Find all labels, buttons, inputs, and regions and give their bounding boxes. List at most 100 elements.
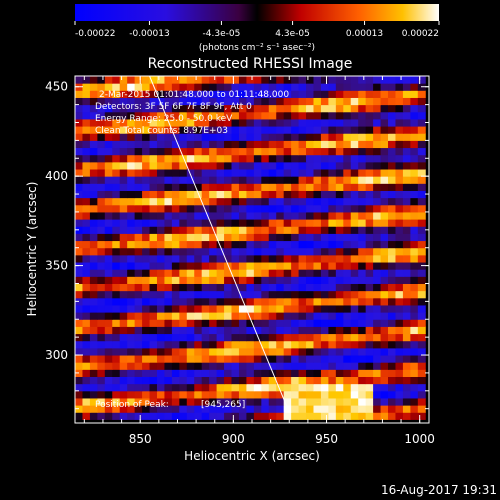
heatmap-cell (358, 219, 367, 227)
heatmap-cell (231, 226, 240, 234)
heatmap-cell (75, 290, 83, 299)
heatmap-cell (253, 154, 262, 163)
heatmap-cell (238, 340, 247, 349)
heatmap-cell (313, 397, 322, 406)
heatmap-cell (171, 290, 180, 299)
heatmap-cell (89, 276, 98, 284)
heatmap-cell (417, 297, 426, 306)
heatmap-cell (261, 276, 270, 284)
heatmap-cell (343, 376, 352, 385)
heatmap-cell (350, 211, 359, 220)
heatmap-cell (82, 161, 91, 170)
heatmap-cell (149, 111, 158, 120)
heatmap-cell (89, 133, 98, 141)
heatmap-cell (149, 333, 158, 342)
heatmap-cell (313, 204, 322, 213)
heatmap-cell (388, 304, 396, 313)
heatmap-cell (395, 240, 404, 249)
heatmap-cell (112, 104, 121, 113)
heatmap-cell (246, 355, 255, 363)
heatmap-cell (156, 333, 165, 342)
heatmap-cell (306, 147, 314, 156)
heatmap-cell (402, 133, 411, 141)
heatmap-cell (112, 176, 121, 184)
heatmap-cell (298, 276, 307, 284)
heatmap-cell (179, 283, 188, 292)
heatmap-cell (306, 376, 314, 385)
heatmap-cell (186, 190, 195, 199)
heatmap-cell (179, 104, 188, 113)
heatmap-cell (75, 383, 83, 392)
heatmap-cell (335, 76, 344, 84)
heatmap-cell (402, 240, 411, 249)
heatmap-cell (119, 276, 128, 284)
heatmap-cell (201, 390, 210, 399)
heatmap-cell (298, 262, 307, 270)
heatmap-cell (142, 369, 151, 377)
heatmap-cell (194, 297, 203, 306)
heatmap-cell (209, 326, 218, 335)
heatmap-cell (395, 405, 404, 413)
heatmap-cell (186, 269, 195, 277)
heatmap-cell (350, 190, 359, 199)
heatmap-cell (171, 269, 180, 277)
heatmap-cell (201, 219, 210, 227)
heatmap-cell (283, 412, 292, 420)
heatmap-cell (104, 183, 113, 191)
heatmap-cell (164, 412, 173, 420)
heatmap-cell (253, 326, 262, 335)
heatmap-cell (291, 126, 300, 134)
heatmap-cell (343, 412, 352, 420)
heatmap-cell (343, 76, 352, 84)
heatmap-cell (283, 355, 292, 363)
heatmap-cell (231, 254, 240, 263)
heatmap-cell (306, 197, 314, 206)
heatmap-cell (134, 383, 143, 392)
heatmap-cell (179, 111, 188, 120)
heatmap-cell (156, 147, 165, 156)
heatmap-cell (246, 412, 255, 420)
heatmap-cell (142, 347, 151, 356)
heatmap-cell (134, 83, 143, 91)
heatmap-cell (119, 204, 128, 213)
heatmap-cell (164, 254, 173, 263)
heatmap-cell (261, 240, 270, 249)
heatmap-cell (276, 126, 285, 134)
heatmap-cell (410, 254, 419, 263)
heatmap-cell (276, 219, 285, 227)
heatmap-cell (238, 90, 247, 98)
heatmap-cell (276, 319, 285, 327)
heatmap-cell (209, 133, 218, 141)
heatmap-cell (350, 355, 359, 363)
heatmap-cell (186, 90, 195, 98)
heatmap-cell (246, 240, 255, 249)
heatmap-cell (350, 405, 359, 413)
heatmap-cell (149, 362, 158, 370)
heatmap-cell (268, 233, 277, 242)
heatmap-cell (402, 297, 411, 306)
heatmap-cell (149, 197, 158, 206)
heatmap-cell (246, 397, 255, 406)
heatmap-cell (112, 355, 121, 363)
heatmap-cell (134, 355, 143, 363)
heatmap-cell (119, 233, 128, 242)
heatmap-cell (291, 333, 300, 342)
heatmap-cell (231, 133, 240, 141)
heatmap-cell (134, 333, 143, 342)
heatmap-cell (298, 233, 307, 242)
heatmap-cell (350, 111, 359, 120)
heatmap-cell (268, 240, 277, 249)
heatmap-cell (261, 97, 270, 106)
heatmap-cell (291, 183, 300, 191)
heatmap-cell (350, 340, 359, 349)
heatmap-cell (89, 254, 98, 263)
heatmap-cell (417, 204, 426, 213)
heatmap-cell (134, 297, 143, 306)
heatmap-cell (97, 412, 106, 420)
heatmap-cell (306, 319, 314, 327)
heatmap-cell (209, 297, 218, 306)
heatmap-cell (313, 169, 322, 177)
heatmap-cell (164, 83, 173, 91)
heatmap-cell (253, 312, 262, 320)
